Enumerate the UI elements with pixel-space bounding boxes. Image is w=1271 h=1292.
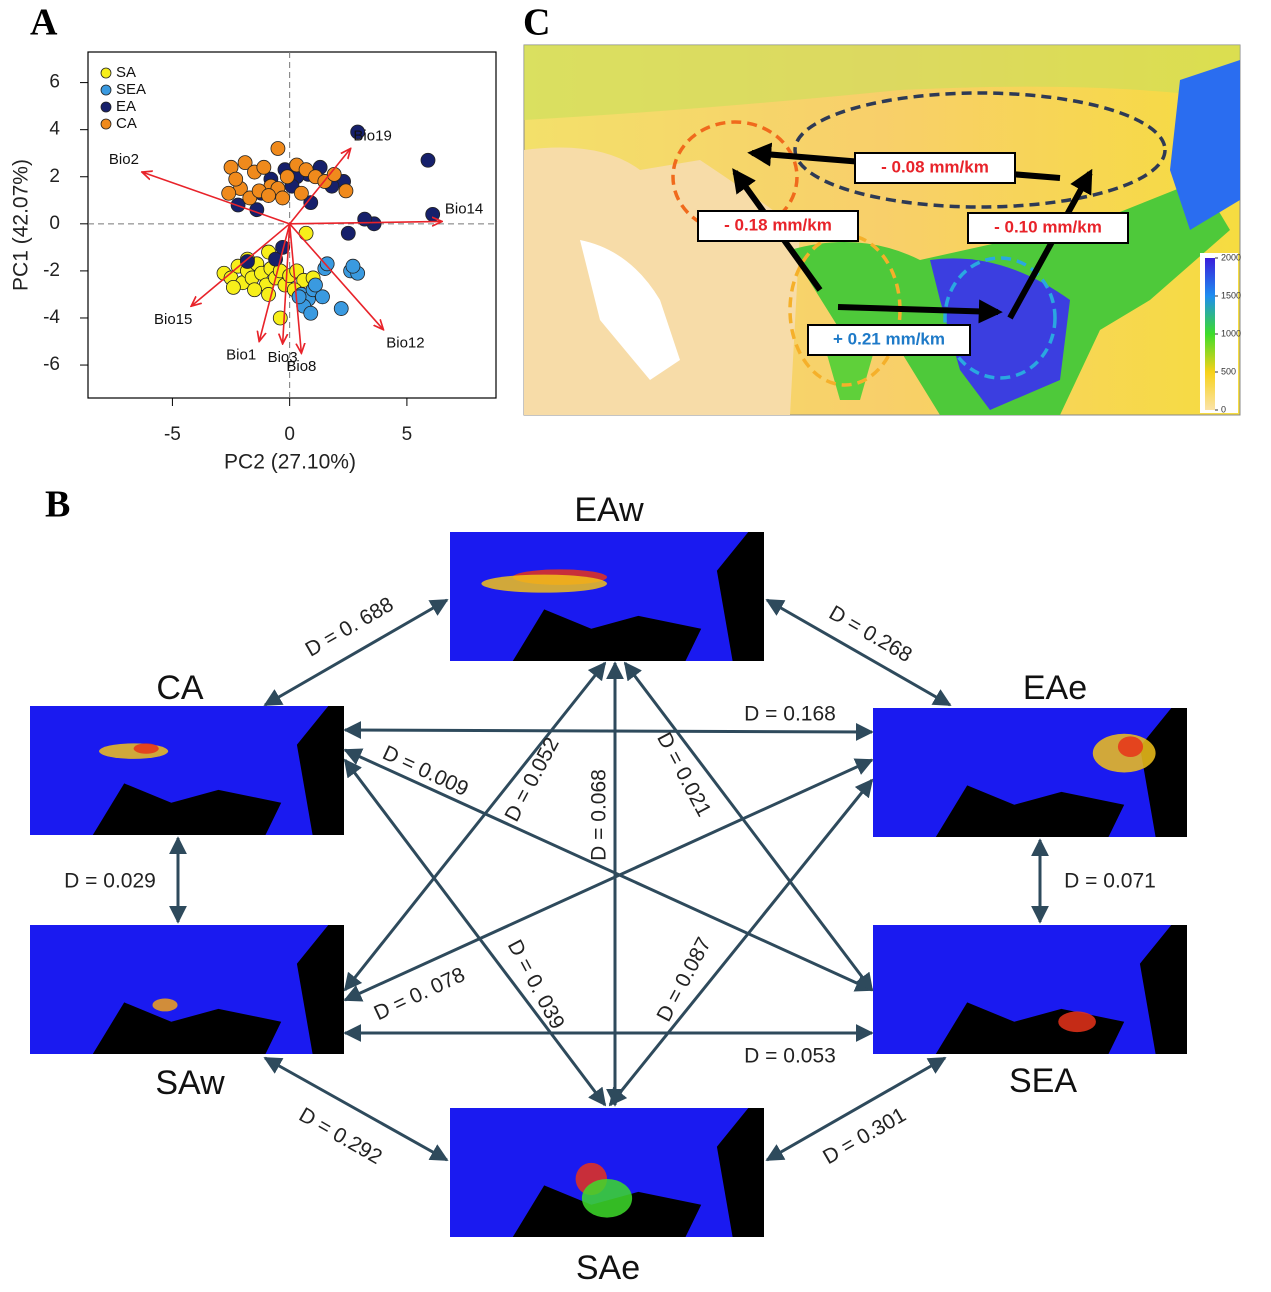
point	[262, 189, 276, 203]
annotation: + 0.21 mm/km	[833, 329, 945, 348]
colorbar-label: 1500	[1221, 290, 1241, 300]
edge-label: D = 0.292	[295, 1103, 386, 1169]
panel-letter: A	[30, 2, 58, 44]
point	[421, 153, 435, 167]
edge-label: D = 0.268	[825, 601, 916, 667]
figure: A PC2 (27.10%) PC1 (42.07%) -5 0 5 -6 -4 -2 0 2…	[0, 0, 1271, 1287]
node-map-hotspot	[152, 999, 177, 1012]
edge-arrow	[345, 760, 605, 1105]
point	[229, 172, 243, 186]
panel-c: C - 0.08 mm/km - 0.18 mm/km - 0.10 mm/km…	[523, 2, 1241, 415]
y-tick-label: 0	[49, 213, 60, 234]
node-map-hotspot	[134, 743, 159, 753]
point	[304, 306, 318, 320]
loading-label: Bio14	[445, 200, 483, 217]
point	[346, 259, 360, 273]
point	[341, 226, 355, 240]
y-axis-label: PC1 (42.07%)	[10, 159, 33, 291]
edge-arrow	[345, 730, 872, 732]
point	[426, 207, 440, 221]
y-tick-label: 2	[49, 166, 60, 187]
edge-label: D = 0.068	[588, 769, 611, 861]
colorbar-label: 1000	[1221, 328, 1241, 338]
loading-label: Bio19	[353, 127, 391, 144]
edge-label: D = 0.301	[819, 1103, 910, 1169]
panel-b: B EAw CA EAe SAw SEA SAe D = 0. 688 D = 0.268 D …	[30, 484, 1187, 1287]
node-label: CA	[156, 669, 204, 707]
legend-label: CA	[116, 115, 137, 132]
point	[320, 257, 334, 271]
point	[358, 212, 372, 226]
legend-marker	[101, 102, 111, 112]
point	[308, 278, 322, 292]
x-axis-label: PC2 (27.10%)	[224, 451, 356, 474]
legend-label: SA	[116, 64, 136, 81]
panel-letter: C	[523, 2, 550, 44]
colorbar-label: 2000	[1221, 252, 1241, 262]
edge-label: D = 0.168	[744, 703, 836, 726]
panel-a: A PC2 (27.10%) PC1 (42.07%) -5 0 5 -6 -4 -2 0 2…	[10, 2, 496, 474]
point	[292, 290, 306, 304]
node-map-hotspot	[481, 575, 607, 593]
node-label: EAw	[574, 491, 644, 529]
point	[271, 142, 285, 156]
node-label: SAw	[155, 1064, 225, 1102]
colorbar-label: 0	[1221, 404, 1226, 414]
plot-frame	[88, 52, 496, 398]
point	[334, 302, 348, 316]
point	[240, 254, 254, 268]
node-map-hotspot	[1118, 736, 1143, 757]
loading-label: Bio1	[226, 346, 256, 363]
point	[339, 184, 353, 198]
edge-label: D = 0.052	[500, 734, 563, 826]
loading-label: Bio12	[386, 335, 424, 352]
point	[222, 186, 236, 200]
point	[299, 226, 313, 240]
node-map-hotspot	[99, 743, 168, 758]
x-tick-label: -5	[164, 424, 181, 445]
legend-marker	[101, 68, 111, 78]
point	[257, 160, 271, 174]
colorbar-label: 500	[1221, 366, 1236, 376]
annotation: - 0.08 mm/km	[881, 157, 989, 176]
edge-label: D = 0.053	[744, 1045, 836, 1068]
node-label: EAe	[1023, 669, 1087, 707]
loading-label: Bio15	[154, 311, 192, 328]
panel-letter: B	[45, 484, 70, 526]
node-label: SEA	[1009, 1062, 1077, 1100]
node-map-hotspot	[582, 1179, 632, 1218]
legend-label: EA	[116, 98, 136, 115]
node-label: SAe	[576, 1249, 640, 1287]
point	[280, 170, 294, 184]
point	[294, 186, 308, 200]
point	[276, 191, 290, 205]
loading-label: Bio2	[109, 151, 139, 168]
point	[226, 280, 240, 294]
y-tick-label: 4	[49, 119, 60, 140]
edge-label: D = 0.071	[1064, 870, 1156, 893]
legend-marker	[101, 119, 111, 129]
y-tick-label: -6	[43, 354, 60, 375]
node-map-hotspot	[1058, 1011, 1096, 1032]
edge-label: D = 0. 078	[371, 963, 469, 1025]
y-tick-label: -2	[43, 260, 60, 281]
y-tick-label: -4	[43, 307, 60, 328]
x-tick-label: 0	[284, 424, 295, 445]
y-tick-label: 6	[49, 72, 60, 93]
point	[247, 283, 261, 297]
legend-label: SEA	[116, 81, 146, 98]
legend-marker	[101, 85, 111, 95]
edge-label: D = 0.029	[64, 870, 156, 893]
annotation: - 0.10 mm/km	[994, 217, 1102, 236]
loading-label: Bio3	[268, 349, 298, 366]
annotation: - 0.18 mm/km	[724, 215, 832, 234]
colorbar	[1205, 258, 1215, 410]
x-tick-label: 5	[402, 424, 413, 445]
edge-label: D = 0. 688	[302, 593, 398, 662]
